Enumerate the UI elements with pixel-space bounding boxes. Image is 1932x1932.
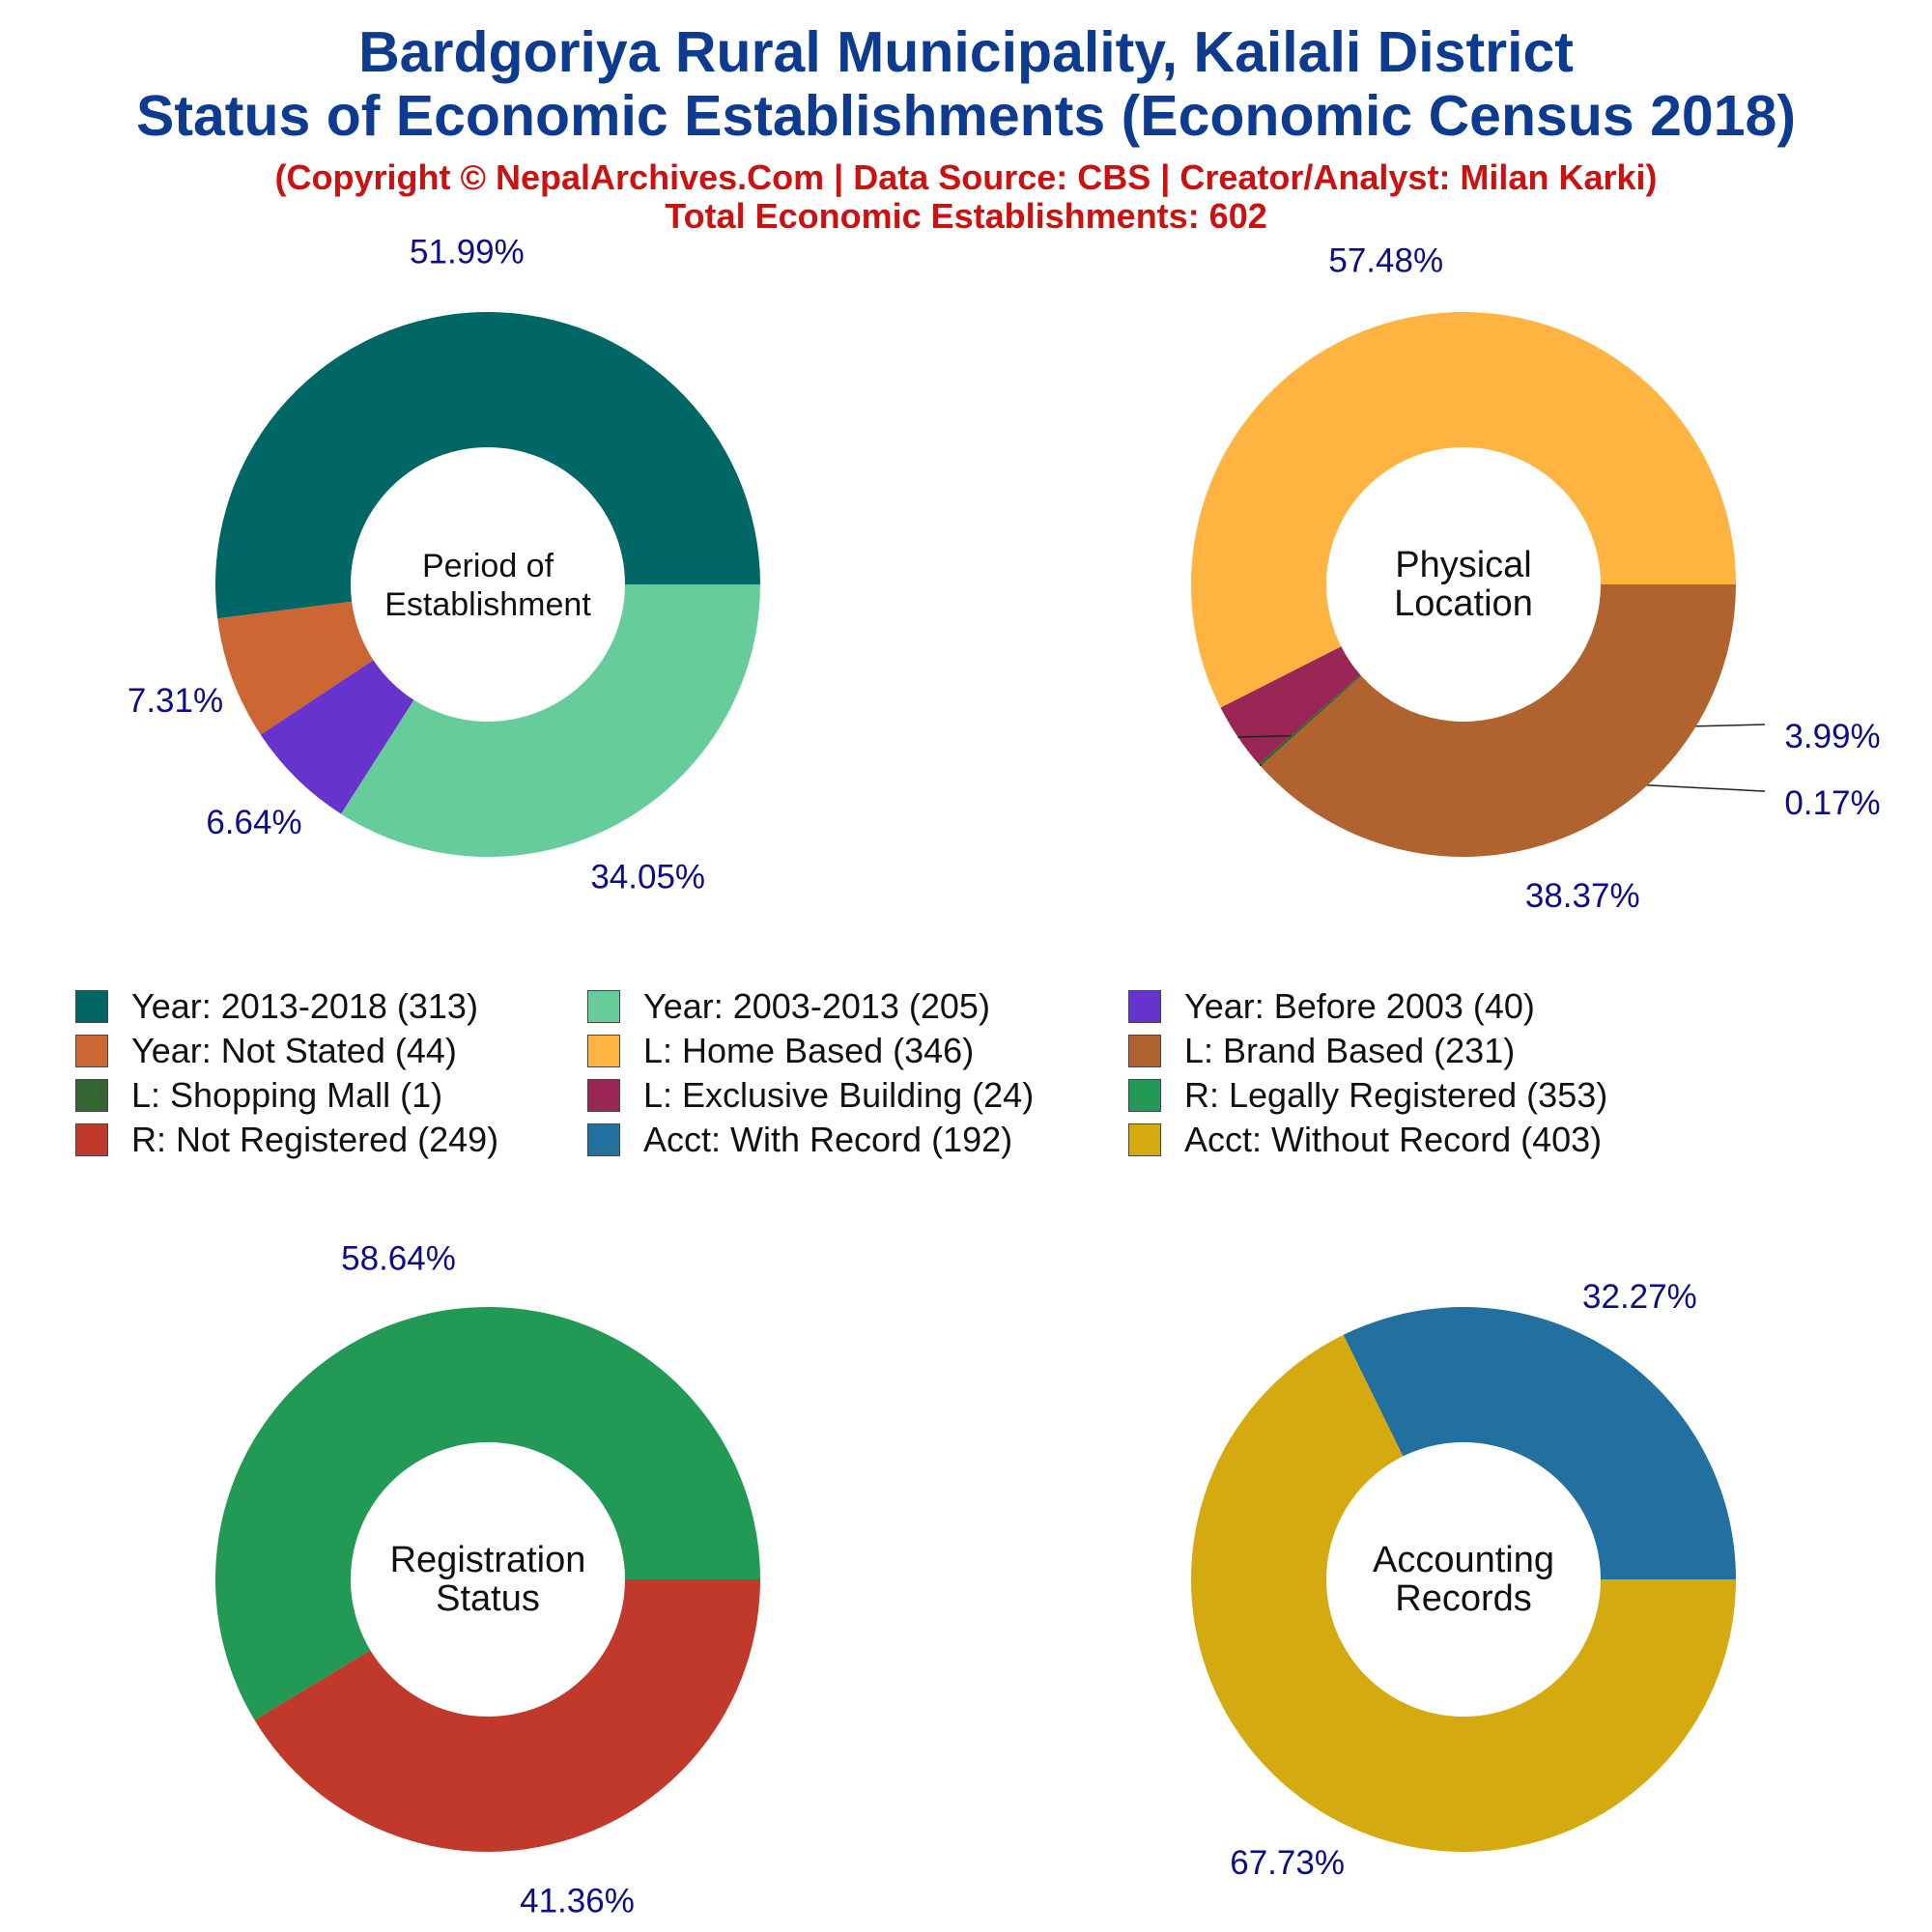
pie-slice bbox=[214, 1306, 761, 1720]
donut-chart: 51.99% 7.31% 6.64% 34.05% Period ofEstablish… bbox=[128, 234, 760, 896]
legend-label: L: Shopping Mall (1) bbox=[131, 1075, 443, 1115]
slice-pct-label: 6.64% bbox=[206, 804, 301, 841]
donut-center-label: Period of bbox=[422, 548, 554, 584]
donut-center-label: Status bbox=[436, 1578, 540, 1619]
slice-pct-label: 0.17% bbox=[1784, 784, 1880, 822]
legend-swatch bbox=[1128, 1035, 1161, 1067]
legend-swatch bbox=[75, 990, 108, 1023]
legend-item: Acct: Without Record (403) bbox=[1128, 1119, 1602, 1161]
donut-center-label: Accounting bbox=[1373, 1540, 1554, 1580]
legend-swatch bbox=[75, 1079, 108, 1112]
legend-item: Year: 2003-2013 (205) bbox=[587, 985, 990, 1028]
slice-pct-label: 57.48% bbox=[1328, 242, 1443, 279]
donut-center-label: Registration bbox=[390, 1540, 586, 1580]
legend-swatch bbox=[1128, 990, 1161, 1023]
legend-item: R: Not Registered (249) bbox=[75, 1119, 498, 1161]
legend-item: Year: Before 2003 (40) bbox=[1128, 985, 1535, 1028]
legend-item: Year: 2013-2018 (313) bbox=[75, 985, 478, 1028]
legend-label: Acct: With Record (192) bbox=[643, 1120, 1013, 1159]
legend-swatch bbox=[587, 1123, 620, 1156]
pie-slice bbox=[254, 1579, 760, 1852]
slice-pct-label: 32.27% bbox=[1582, 1278, 1697, 1316]
legend-label: L: Exclusive Building (24) bbox=[643, 1075, 1035, 1115]
legend-item: L: Shopping Mall (1) bbox=[75, 1074, 442, 1117]
legend-item: L: Exclusive Building (24) bbox=[587, 1074, 1034, 1117]
pie-slice bbox=[214, 311, 760, 619]
legend-label: L: Brand Based (231) bbox=[1184, 1031, 1516, 1070]
pie-slice bbox=[260, 660, 414, 814]
legend-item: L: Brand Based (231) bbox=[1128, 1030, 1515, 1072]
legend-swatch bbox=[1128, 1079, 1161, 1112]
legend-item: R: Legally Registered (353) bbox=[1128, 1074, 1607, 1117]
legend-item: Acct: With Record (192) bbox=[587, 1119, 1012, 1161]
slice-pct-label: 41.36% bbox=[520, 1882, 635, 1919]
pie-slice bbox=[341, 584, 760, 858]
slice-pct-label: 3.99% bbox=[1784, 718, 1880, 755]
slice-pct-label: 7.31% bbox=[128, 682, 223, 720]
pie-slice bbox=[217, 601, 374, 735]
legend-label: R: Legally Registered (353) bbox=[1184, 1075, 1608, 1115]
slice-pct-label: 34.05% bbox=[590, 859, 705, 896]
slice-pct-label: 51.99% bbox=[410, 234, 525, 271]
donut-center-label: Location bbox=[1394, 583, 1533, 624]
slice-pct-label: 67.73% bbox=[1230, 1844, 1345, 1882]
legend-label: Year: 2013-2018 (313) bbox=[131, 986, 478, 1026]
legend-swatch bbox=[587, 1079, 620, 1112]
legend-label: R: Not Registered (249) bbox=[131, 1120, 499, 1159]
legend-label: Acct: Without Record (403) bbox=[1184, 1120, 1603, 1159]
legend-swatch bbox=[587, 990, 620, 1023]
slice-pct-label: 58.64% bbox=[341, 1240, 456, 1278]
copyright-line: (Copyright © NepalArchives.Com | Data So… bbox=[274, 157, 1658, 197]
legend-label: Year: Not Stated (44) bbox=[131, 1031, 457, 1070]
chart-title-line2: Status of Economic Establishments (Econo… bbox=[135, 84, 1796, 148]
pie-slice bbox=[1220, 646, 1361, 764]
donut-center-label: Establishment bbox=[384, 586, 591, 623]
legend-swatch bbox=[75, 1123, 108, 1156]
legend-label: Year: Before 2003 (40) bbox=[1184, 986, 1535, 1026]
legend-item: Year: Not Stated (44) bbox=[75, 1030, 457, 1072]
pie-slice bbox=[1343, 1306, 1736, 1579]
pie-slice bbox=[1260, 584, 1736, 857]
donut-center-label: Records bbox=[1395, 1578, 1532, 1619]
donut-center-label: Physical bbox=[1395, 545, 1532, 585]
legend-label: Year: 2003-2013 (205) bbox=[643, 986, 990, 1026]
pie-slice bbox=[1259, 674, 1362, 767]
pie-slice bbox=[1191, 311, 1736, 708]
total-establishments: Total Economic Establishments: 602 bbox=[665, 196, 1267, 236]
legend-item: L: Home Based (346) bbox=[587, 1030, 974, 1072]
legend-swatch bbox=[587, 1035, 620, 1067]
slice-pct-label: 38.37% bbox=[1525, 877, 1640, 915]
chart-title-line1: Bardgoriya Rural Municipality, Kailali D… bbox=[358, 20, 1574, 84]
pie-slice bbox=[1190, 1334, 1736, 1852]
legend-swatch bbox=[75, 1035, 108, 1067]
legend-swatch bbox=[1128, 1123, 1161, 1156]
legend-label: L: Home Based (346) bbox=[643, 1031, 975, 1070]
